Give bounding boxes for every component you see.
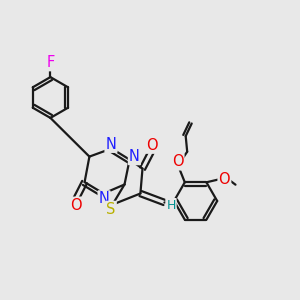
Text: S: S [106, 202, 116, 217]
Text: F: F [46, 55, 55, 70]
Text: N: N [106, 137, 116, 152]
Text: O: O [146, 138, 158, 153]
Text: H: H [166, 199, 176, 212]
Text: N: N [129, 149, 140, 164]
Text: N: N [99, 191, 110, 206]
Text: O: O [70, 198, 82, 213]
Text: O: O [219, 172, 230, 187]
Text: O: O [172, 154, 183, 169]
